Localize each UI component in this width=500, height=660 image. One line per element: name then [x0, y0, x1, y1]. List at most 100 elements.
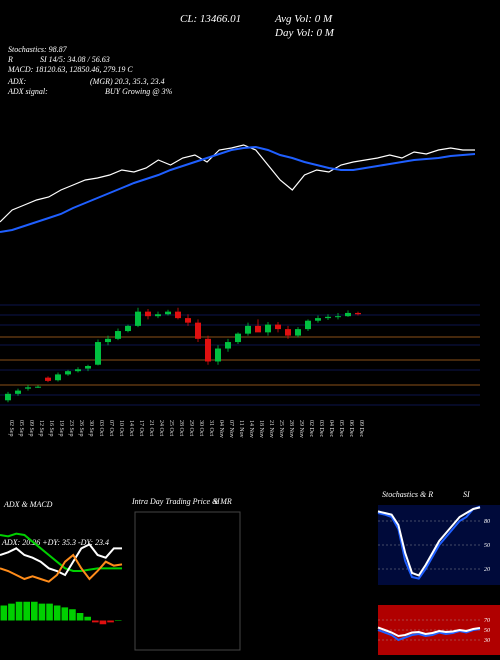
bar: [92, 620, 99, 623]
x-tick-label: 25 Nov: [278, 420, 284, 438]
bar: [38, 603, 46, 621]
day-vol: Day Vol: 0 M: [274, 27, 335, 39]
candle-body: [165, 311, 171, 315]
adx-panel: ADX: 20.26 +DY: 35.3 -DY: 23.4: [1, 538, 109, 547]
candle-body: [335, 316, 341, 318]
bar: [23, 601, 30, 621]
candle-body: [135, 311, 141, 326]
x-tick-label: 23 Sep: [68, 420, 74, 437]
candle-body: [85, 366, 91, 369]
x-tick-label: 29 Oct: [188, 420, 194, 436]
x-tick-label: 12 Sep: [38, 420, 44, 437]
line-series: [377, 505, 481, 580]
candle-body: [175, 311, 181, 319]
candle-body: [65, 371, 71, 375]
bar: [15, 601, 23, 621]
candle-body: [245, 325, 251, 334]
candle-body: [25, 387, 31, 389]
panel-subtitle: SI: [463, 490, 470, 499]
candle-body: [205, 338, 211, 362]
x-tick-label: 18 Nov: [258, 420, 264, 438]
candle-body: [155, 314, 161, 317]
panel-title: Intra Day Trading Price & MR: [131, 497, 232, 506]
line-series: [0, 553, 123, 583]
x-tick-label: 03 Dec: [318, 420, 324, 437]
r: R: [7, 55, 13, 64]
y-tick-label: 80: [484, 519, 490, 525]
stoch: Stochastics: 98.87: [8, 45, 68, 54]
bar: [84, 616, 91, 621]
x-tick-label: 06 Dec: [348, 420, 354, 437]
x-tick-label: 28 Oct: [178, 420, 184, 436]
avg-vol: Avg Vol: 0 M: [274, 13, 333, 25]
x-tick-label: 26 Sep: [78, 420, 84, 437]
candle-body: [95, 342, 101, 365]
candle-body: [35, 386, 41, 388]
y-tick-label: 50: [484, 543, 490, 549]
candle-body: [215, 348, 221, 362]
candle-body: [15, 390, 21, 394]
bar: [76, 613, 84, 621]
candle-body: [345, 312, 351, 317]
candle-body: [195, 322, 201, 339]
candle-body: [305, 320, 311, 330]
signal: BUY Growing @ 3%: [105, 87, 173, 96]
x-tick-label: 03 Oct: [98, 420, 104, 436]
x-tick-label: 21 Oct: [148, 420, 154, 436]
candle-body: [355, 312, 361, 315]
candle-body: [255, 325, 261, 333]
bar: [31, 601, 38, 621]
x-tick-label: 09 Dec: [358, 420, 364, 437]
intraday-box: [134, 511, 241, 651]
x-tick-label: 24 Oct: [158, 420, 164, 436]
line-series: [0, 144, 475, 223]
candle-body: [75, 369, 81, 372]
x-tick-label: 02 Sep: [8, 420, 14, 437]
line-series: [377, 626, 481, 638]
candle-body: [185, 318, 191, 323]
candle-body: [315, 318, 321, 321]
candle-body: [105, 338, 111, 343]
bar: [8, 603, 15, 621]
bar: [46, 603, 53, 621]
x-tick-label: 09 Sep: [28, 420, 34, 437]
bar: [107, 620, 114, 623]
si: SI 14/5: 34.08 / 56.63: [40, 55, 110, 64]
close: CL: 13466.01: [180, 13, 241, 25]
bar: [69, 609, 76, 621]
macd: MACD: 18120.63, 12850.46, 279.19 C: [7, 65, 133, 74]
y-tick-label: 50: [484, 628, 490, 634]
candle-body: [5, 393, 11, 401]
x-tick-label: 19 Sep: [58, 420, 64, 437]
line-series: [377, 628, 481, 642]
y-tick-label: 20: [484, 567, 490, 573]
candle-body: [145, 311, 151, 317]
line-series: [0, 543, 122, 577]
x-tick-label: 11 Nov: [238, 420, 244, 438]
x-tick-label: 02 Dec: [308, 420, 314, 437]
x-tick-label: 07 Oct: [108, 420, 114, 436]
x-tick-label: 28 Nov: [288, 420, 294, 438]
x-tick-label: 07 Nov: [228, 420, 234, 438]
panel-title: Stochastics & R: [382, 490, 433, 499]
line-series: [0, 532, 122, 572]
bar: [114, 620, 122, 621]
y-tick-label: 70: [484, 618, 490, 624]
panel-title: ADX & MACD: [3, 500, 53, 509]
line-series: [377, 506, 481, 577]
x-tick-label: 16 Sep: [48, 420, 54, 437]
line-series: [0, 145, 476, 233]
candle-body: [325, 316, 331, 319]
bar: [99, 620, 107, 625]
x-tick-label: 10 Oct: [118, 420, 124, 436]
bar: [0, 605, 8, 621]
candle-body: [55, 374, 61, 381]
candle-body: [295, 329, 301, 336]
y-tick-label: 30: [483, 638, 490, 644]
x-tick-label: 31 Oct: [208, 420, 214, 436]
adx-vals: (MGR) 20.3, 35.3, 23.4: [90, 77, 165, 86]
x-tick-label: 21 Nov: [268, 420, 274, 438]
candle-body: [45, 377, 51, 381]
bar: [61, 607, 69, 621]
